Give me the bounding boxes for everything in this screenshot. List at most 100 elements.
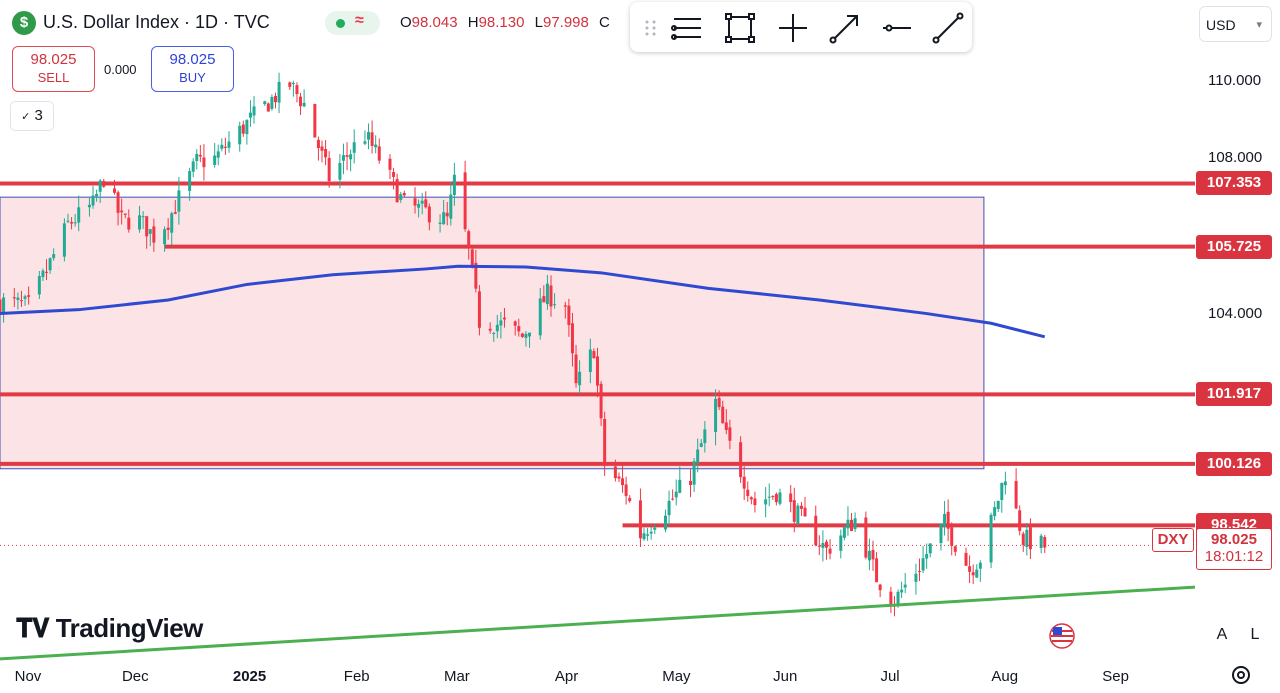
candle-body [320,146,324,151]
candle-body [538,298,542,336]
candle-body [728,427,732,441]
candle-body [295,85,299,95]
ohlc-close-key: C [599,14,610,31]
candle-body [671,498,675,500]
candle-body [599,383,603,419]
candle-body [324,149,328,158]
candle-body [70,222,74,224]
candle-body [953,546,957,552]
candle-body [749,497,753,500]
sell-button[interactable]: 98.025 SELL [12,46,95,92]
candle-body [238,125,242,145]
candle-body [277,81,281,103]
candle-body [621,478,625,486]
candle-body [352,142,356,153]
candle-body [73,222,77,224]
candle-body [138,215,142,230]
indicators-toggle-button[interactable]: ✓ 3 [10,101,54,131]
candle-body [739,442,743,478]
candle-body [542,296,546,303]
candle-body [173,212,177,214]
tradingview-logo: 𝐓𝐕 TradingView [16,613,203,645]
candle-body [592,351,596,359]
time-tick-label: Jun [773,668,798,685]
candle-body [692,461,696,485]
market-status-pill[interactable] [325,11,380,35]
drag-handle-icon[interactable] [634,11,668,45]
candle-body [717,397,721,408]
candle-body [846,519,850,529]
market-open-dot-icon [336,19,345,28]
candle-body [778,492,782,504]
candle-body [195,153,199,162]
us-flag-icon[interactable] [1044,622,1080,650]
trend-arrow-icon[interactable] [828,11,862,45]
candle-body [570,323,574,354]
buy-label: BUY [179,70,206,85]
candle-body [148,229,152,234]
candle-body [427,206,431,223]
candle-body [220,144,224,149]
candle-body [817,545,821,547]
candle-body [223,146,227,148]
candle-body [567,305,571,326]
candle-body [714,398,718,433]
currency-select[interactable]: USD ▾ [1199,6,1272,42]
horizontal-line-icon[interactable] [880,11,914,45]
candle-body [1000,482,1004,500]
candle-body [2,297,6,313]
candle-body [517,326,521,332]
symbol-title[interactable]: U.S. Dollar Index · 1D · TVC [43,12,270,32]
candle-body [667,500,671,516]
candle-body [545,283,549,305]
candle-body [417,203,421,208]
level-price-label: 100.126 [1196,451,1272,476]
candle-body [789,493,793,503]
candle-body [120,210,124,213]
candle-body [27,295,31,297]
bar-countdown: 18:01:12 [1204,548,1264,565]
candle-body [588,349,592,372]
candle-body [642,533,646,540]
moving-average-line [0,264,1046,339]
candle-body [814,515,818,546]
chevron-down-icon: ✓ [21,111,31,123]
data-status-icon: ≈ [355,12,364,29]
candle-body [889,591,893,605]
candle-body [839,535,843,551]
buy-button[interactable]: 98.025 BUY [151,46,234,92]
last-price-value: 98.025 [1211,531,1257,548]
trend-line-icon[interactable] [931,11,965,45]
price-tick-label: 104.000 [1208,304,1263,322]
candle-body [248,112,252,118]
candle-body [613,466,617,479]
candle-body [402,192,406,196]
candle-body [112,188,116,193]
time-tick-label: Sep [1102,668,1129,685]
candle-body [37,276,41,295]
crosshair-icon[interactable] [776,11,810,45]
candle-body [170,213,174,233]
candle-body [703,429,707,444]
candle-body [1025,529,1029,547]
menu-lines-icon[interactable] [670,11,704,45]
log-scale-button[interactable]: L [1250,626,1260,643]
candle-body [345,155,349,157]
candle-body [978,562,982,569]
candle-body [202,157,206,168]
candle-body [946,511,950,529]
candle-body [921,558,925,571]
candle-body [420,200,424,204]
auto-scale-button[interactable]: A [1216,626,1228,643]
candle-body [367,132,371,140]
candle-body [524,333,528,338]
candle-body [102,181,106,187]
last-price-label: 98.025 18:01:12 [1196,528,1272,570]
candle-body [742,476,746,489]
candle-body [123,213,127,215]
candle-body [563,305,567,307]
candle-body [270,96,274,109]
rectangle-icon[interactable] [723,11,757,45]
settings-gear-icon[interactable] [1226,660,1256,690]
